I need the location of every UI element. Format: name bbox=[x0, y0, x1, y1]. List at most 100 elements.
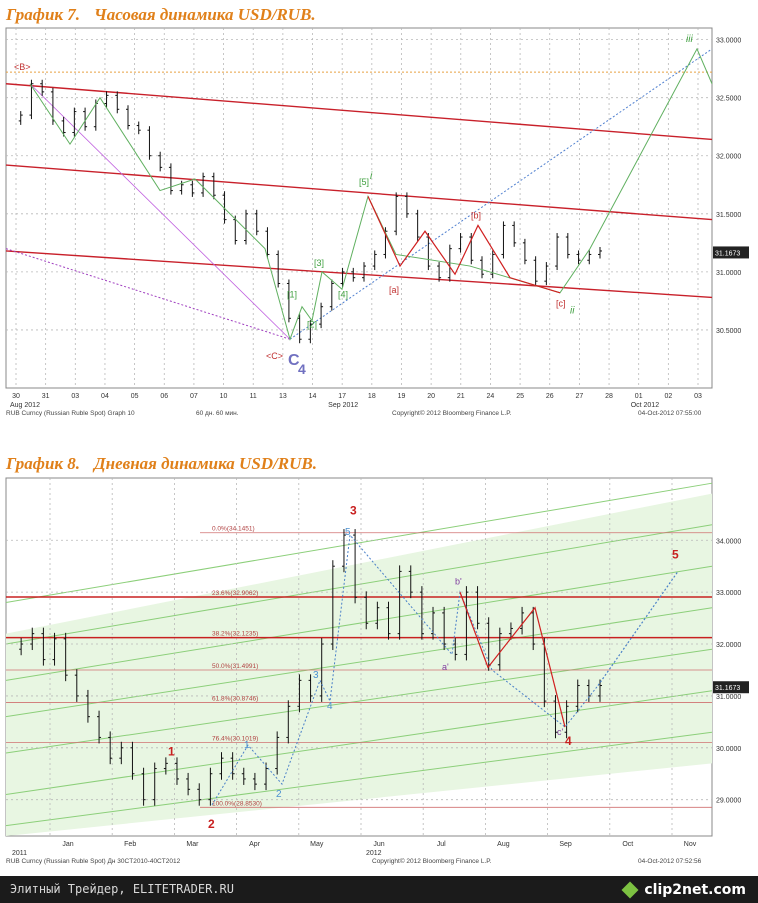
chart2-fib-label: 50.0%(31.4991) bbox=[212, 663, 258, 670]
chart2-last-price-box bbox=[713, 681, 749, 694]
chart2-wave-label: b' bbox=[455, 576, 462, 586]
chart1-x-tick: 05 bbox=[131, 393, 139, 400]
chart1-blue-trend bbox=[289, 48, 713, 340]
chart1-wave-label: 4 bbox=[298, 361, 306, 377]
chart2-channel-line bbox=[5, 607, 713, 718]
chart2-wave-label: 4 bbox=[327, 701, 333, 712]
chart2-x-tick: Feb bbox=[124, 841, 136, 848]
chart2-wave-label: 5 bbox=[345, 527, 351, 538]
chart2-wave-label: 4 bbox=[565, 734, 572, 748]
chart2-x-group-label: 2011 bbox=[12, 850, 27, 857]
chart2-fib-label: 100.0%(28.8530) bbox=[212, 800, 262, 807]
chart1-y-tick: 31.0000 bbox=[716, 270, 741, 277]
chart1-x-tick: 17 bbox=[338, 393, 346, 400]
chart2-wave-label: 3 bbox=[350, 503, 357, 517]
chart1-footer-left: RUB Curncy (Russian Ruble Spot) Graph 10 bbox=[6, 410, 135, 417]
chart1-last-price-box bbox=[713, 246, 749, 259]
chart2-title: График 8. Дневная динамика USD/RUB. bbox=[6, 454, 317, 474]
chart1-x-tick: 26 bbox=[546, 393, 554, 400]
footer-site-text: Элитный Трейдер, ELITETRADER.RU bbox=[10, 882, 234, 896]
chart1-subtitle: Часовая динамика USD/RUB. bbox=[94, 5, 316, 24]
chart1-wave-label: i bbox=[370, 171, 373, 182]
chart2-title-label: График 8. bbox=[6, 454, 81, 473]
footer-bar: Элитный Трейдер, ELITETRADER.RU clip2net… bbox=[0, 876, 758, 903]
chart2-x-tick: Mar bbox=[186, 841, 199, 848]
chart1-wave-label: [1] bbox=[287, 289, 297, 299]
chart1-y-tick: 31.5000 bbox=[716, 212, 741, 219]
chart1-title-label: График 7. bbox=[6, 5, 81, 24]
chart2-fib-label: 76.4%(30.1019) bbox=[212, 736, 258, 743]
chart2-x-tick: Sep bbox=[559, 841, 572, 848]
chart1-x-tick: 25 bbox=[516, 393, 524, 400]
chart2-last-price: 31.1673 bbox=[715, 685, 740, 692]
chart2-footer-date: 04-Oct-2012 07:52:56 bbox=[638, 858, 702, 865]
chart2-x-tick: Jun bbox=[373, 841, 384, 848]
chart1-x-tick: 03 bbox=[71, 393, 79, 400]
chart1-footer-mid: 60 дн. 60 мин. bbox=[196, 410, 239, 417]
chart2-wave-label: 2 bbox=[276, 789, 282, 800]
chart2-channel-line bbox=[5, 565, 713, 681]
chart1-x-tick: 10 bbox=[220, 393, 228, 400]
chart1-x-group-label: Aug 2012 bbox=[10, 402, 40, 409]
chart2-fib-label: 61.8%(30.8746) bbox=[212, 695, 258, 702]
chart1-wave-label: [3] bbox=[314, 258, 324, 268]
chart2-channel-line bbox=[5, 648, 713, 754]
chart2-red-wave bbox=[459, 591, 566, 728]
chart2-x-tick: Jul bbox=[437, 841, 446, 848]
chart1-wave-label: [2] bbox=[307, 320, 317, 330]
chart1-x-tick: 14 bbox=[309, 393, 317, 400]
chart2-y-tick: 29.0000 bbox=[716, 798, 741, 805]
chart1-x-tick: 03 bbox=[694, 393, 702, 400]
chart2-y-tick: 34.0000 bbox=[716, 538, 741, 545]
chart1-purple-line bbox=[29, 83, 291, 340]
chart1-y-tick: 30.5000 bbox=[716, 328, 741, 335]
chart2-x-group-label: 2012 bbox=[366, 850, 382, 857]
chart1-x-tick: 24 bbox=[487, 393, 495, 400]
chart2-fib-label: 0.0%(34.1451) bbox=[212, 526, 255, 533]
chart2-blue-projection bbox=[597, 571, 679, 686]
chart2-fib-label: 38.2%(32.1235) bbox=[212, 631, 258, 638]
daily-usdrub-chart: Jan Feb Mar Apr May Jun Jul Aug Sep Oct Nov 34.0000… bbox=[5, 477, 749, 865]
chart1-wave-label: [b] bbox=[471, 210, 481, 220]
chart2-wave-label: c' bbox=[557, 727, 564, 737]
chart1-wave-label: [c] bbox=[556, 299, 566, 309]
chart2-footer-left: RUB Curncy (Russian Ruble Spot) Дн 30CT2… bbox=[6, 858, 181, 865]
chart1-purple-line bbox=[5, 248, 291, 340]
chart2-y-tick: 33.0000 bbox=[716, 590, 741, 597]
chart1-x-group-label: Sep 2012 bbox=[328, 402, 358, 409]
clip2net-logo[interactable]: clip2net.com bbox=[621, 880, 746, 900]
chart1-x-tick: 13 bbox=[279, 393, 287, 400]
chart1-wave-label: [5] bbox=[359, 177, 369, 187]
chart1-x-tick: 04 bbox=[101, 393, 109, 400]
chart2-x-tick: Apr bbox=[249, 841, 261, 848]
chart1-footer-copy: Copyright© 2012 Bloomberg Finance L.P. bbox=[392, 409, 512, 417]
chart1-x-tick: 28 bbox=[605, 393, 613, 400]
chart1-wave-label: [4] bbox=[338, 289, 348, 299]
chart2-wave-label: 3 bbox=[313, 670, 319, 681]
chart2-x-tick: Jan bbox=[62, 841, 73, 848]
chart1-last-price: 31.1673 bbox=[715, 250, 740, 257]
chart1-x-tick: 01 bbox=[635, 393, 643, 400]
clip2net-diamond-icon bbox=[621, 881, 639, 899]
chart1-x-tick: 06 bbox=[160, 393, 168, 400]
chart2-x-tick: Oct bbox=[622, 841, 633, 848]
chart1-x-tick: 07 bbox=[190, 393, 198, 400]
chart1-wave-label: [a] bbox=[389, 285, 399, 295]
chart1-x-tick: 11 bbox=[250, 393, 257, 400]
chart1-x-tick: 30 bbox=[12, 393, 20, 400]
chart1-wave-label: <B> bbox=[14, 62, 31, 72]
chart1-title: График 7. Часовая динамика USD/RUB. bbox=[6, 5, 316, 25]
chart1-channel-line bbox=[5, 250, 713, 299]
chart2-x-tick: May bbox=[310, 841, 324, 848]
chart2-wave-label: 2 bbox=[208, 817, 215, 831]
chart2-wave-label: 1 bbox=[244, 740, 250, 751]
hourly-usdrub-chart: 30 31 03 04 05 06 07 10 11 13 14 17 18 19 20 21 24 25 26 27… bbox=[5, 27, 749, 417]
chart2-wave-label: 1 bbox=[168, 745, 175, 759]
chart2-blue-wave bbox=[211, 533, 599, 806]
chart2-channel-fill bbox=[6, 493, 712, 836]
chart1-x-tick: 20 bbox=[427, 393, 435, 400]
chart1-x-tick: 21 bbox=[457, 393, 465, 400]
chart2-y-tick: 31.0000 bbox=[716, 694, 741, 701]
chart1-wave-label: iii bbox=[686, 34, 693, 45]
chart2-wave-label: 5 bbox=[672, 547, 679, 561]
